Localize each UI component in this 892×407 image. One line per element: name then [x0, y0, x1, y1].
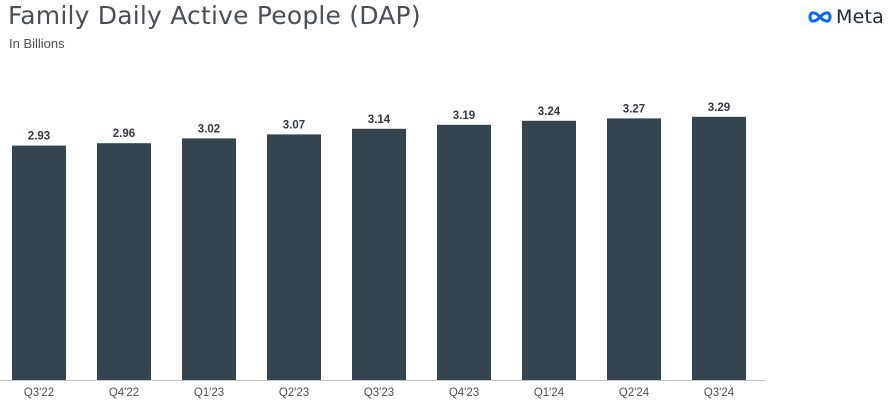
bar-Q2'24 [607, 118, 661, 381]
bar-Q1'23 [182, 138, 236, 380]
x-tick-label: Q3'24 [704, 387, 735, 399]
bar-Q1'24 [522, 120, 576, 381]
chart-subtitle: In Billions [9, 36, 65, 51]
bar-Q3'23 [352, 128, 406, 380]
x-tick-label: Q3'22 [24, 387, 54, 399]
x-tick-label: Q2'23 [279, 387, 309, 399]
bar-Q3'22 [12, 145, 66, 380]
data-label: 2.93 [28, 131, 50, 143]
x-tick-label: Q1'23 [194, 387, 224, 399]
x-tick-label: Q3'23 [364, 387, 394, 399]
data-label: 3.29 [708, 102, 730, 114]
x-tick-label: Q4'23 [449, 387, 479, 399]
data-label: 3.02 [198, 123, 220, 135]
brand-name: Meta [836, 6, 884, 28]
data-label: 2.96 [113, 128, 135, 140]
bar-Q3'24 [692, 116, 746, 381]
data-label: 3.19 [453, 110, 475, 122]
bar-Q4'22 [97, 143, 151, 380]
chart-title: Family Daily Active People (DAP) [8, 1, 421, 30]
data-label: 3.27 [623, 103, 645, 115]
x-tick-label: Q4'22 [109, 387, 139, 399]
data-label: 3.24 [538, 106, 561, 118]
x-tick-label: Q2'24 [619, 387, 650, 399]
bar-Q2'23 [267, 134, 321, 380]
data-label: 3.07 [283, 119, 305, 131]
meta-infinity-logo-icon [808, 11, 832, 23]
x-tick-label: Q1'24 [534, 387, 565, 399]
bar-Q4'23 [437, 124, 491, 380]
meta-logo: Meta [807, 6, 884, 28]
data-label: 3.14 [368, 114, 391, 126]
